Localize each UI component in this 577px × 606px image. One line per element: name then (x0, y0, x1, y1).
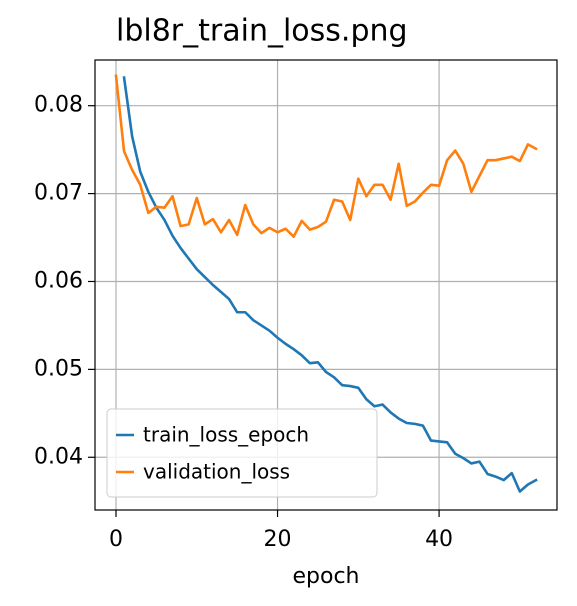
x-tick-label: 0 (109, 527, 123, 552)
chart-title: lbl8r_train_loss.png (116, 14, 408, 49)
plot-frame (94, 59, 558, 511)
x-tick-label: 20 (264, 527, 292, 552)
series-line (114, 74, 538, 238)
y-tick-label: 0.08 (34, 93, 83, 118)
y-tick-label: 0.05 (34, 356, 83, 381)
x-tick-label: 40 (425, 527, 453, 552)
y-tick-label: 0.07 (34, 181, 83, 206)
x-axis-label: epoch (293, 564, 360, 589)
legend-label: validation_loss (143, 460, 290, 484)
series-line (122, 76, 538, 493)
y-tick-label: 0.06 (34, 268, 83, 293)
legend-label: train_loss_epoch (143, 423, 309, 447)
y-tick-label: 0.04 (34, 444, 83, 469)
legend-box (106, 408, 378, 498)
